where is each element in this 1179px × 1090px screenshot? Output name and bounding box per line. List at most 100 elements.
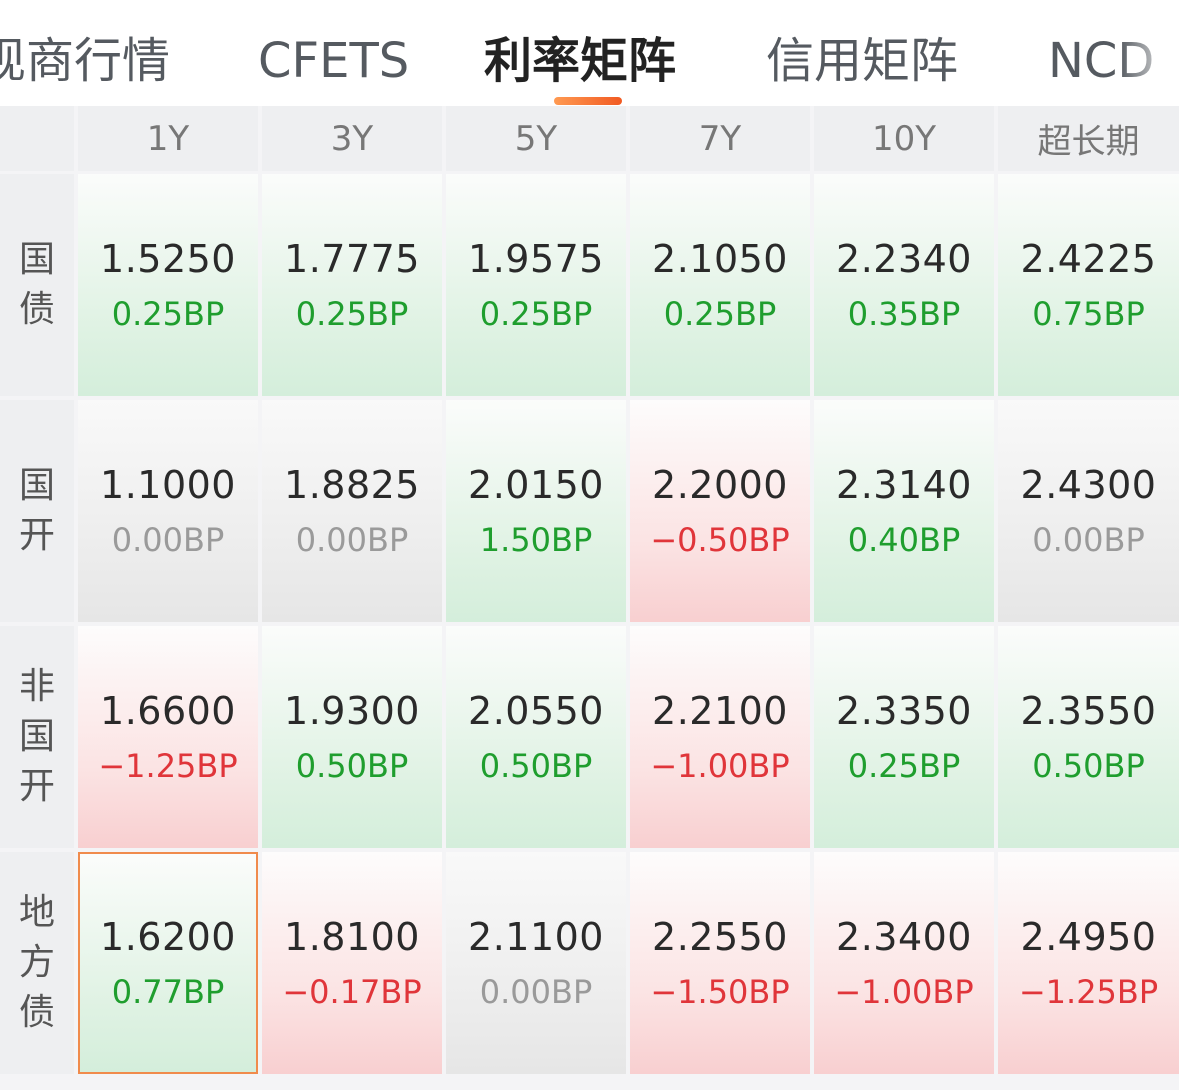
rate-change: −1.00BP [834, 973, 974, 1011]
rate-change: −1.25BP [98, 747, 238, 785]
row-header-1: 国开 [0, 400, 74, 622]
row-header-char: 非 [18, 666, 55, 707]
column-header-1: 3Y [262, 106, 442, 171]
rate-cell[interactable]: 2.2550 −1.50BP [630, 852, 810, 1074]
rate-value: 2.0150 [468, 463, 604, 507]
tab-rate-matrix[interactable]: 利率矩阵 [484, 33, 677, 89]
rate-value: 1.8825 [284, 463, 420, 507]
row-header-char: 国 [18, 465, 55, 506]
row-header-char: 债 [18, 289, 55, 330]
rate-value: 1.7775 [284, 237, 420, 281]
rate-value: 1.1000 [100, 463, 236, 507]
rate-value: 2.4950 [1020, 915, 1157, 959]
tab-credit-matrix[interactable]: 信用矩阵 [766, 33, 959, 89]
rate-cell[interactable]: 1.1000 0.00BP [78, 400, 258, 622]
column-header-2: 5Y [446, 106, 626, 171]
rate-matrix: 1Y 3Y 5Y 7Y 10Y 超长期国债 1.5250 0.25BP 1.7775 0.25BP… [0, 106, 1179, 1084]
rate-change: 0.25BP [847, 747, 961, 785]
row-header-char: 国 [18, 239, 55, 280]
column-header-4: 10Y [814, 106, 994, 171]
rate-change: 0.00BP [479, 973, 593, 1011]
rate-cell[interactable]: 1.5250 0.25BP [78, 174, 258, 396]
rate-cell[interactable]: 2.2340 0.35BP [814, 174, 994, 396]
rate-cell[interactable]: 2.3350 0.25BP [814, 626, 994, 848]
rate-change: 0.25BP [479, 295, 593, 333]
rate-cell[interactable]: 1.7775 0.25BP [262, 174, 442, 396]
rate-change: 1.50BP [479, 521, 593, 559]
rate-cell[interactable]: 2.4225 0.75BP [998, 174, 1179, 396]
rate-cell[interactable]: 2.1050 0.25BP [630, 174, 810, 396]
rate-change: 0.00BP [295, 521, 409, 559]
column-header-0: 1Y [78, 106, 258, 171]
tab-spot-quotes[interactable]: 现商行情 [0, 33, 171, 89]
rate-change: 0.50BP [295, 747, 409, 785]
rate-cell[interactable]: 1.9300 0.50BP [262, 626, 442, 848]
row-header-char: 方 [18, 942, 55, 983]
rate-change: −0.50BP [650, 521, 790, 559]
rate-cell[interactable]: 2.4300 0.00BP [998, 400, 1179, 622]
rate-change: 0.50BP [479, 747, 593, 785]
row-header-char: 债 [18, 992, 55, 1033]
rate-change: 0.35BP [847, 295, 961, 333]
rate-change: −0.17BP [282, 973, 422, 1011]
matrix-corner [0, 106, 74, 171]
row-header-2: 非国开 [0, 626, 74, 848]
rate-cell[interactable]: 2.4950 −1.25BP [998, 852, 1179, 1074]
column-header-5: 超长期 [998, 106, 1179, 171]
rate-value: 2.3140 [836, 463, 972, 507]
rate-cell[interactable]: 2.0150 1.50BP [446, 400, 626, 622]
rate-value: 1.6600 [100, 689, 236, 733]
row-header-char: 地 [18, 892, 55, 933]
rate-value: 1.9575 [468, 237, 604, 281]
rate-value: 2.2100 [652, 689, 788, 733]
rate-change: 0.25BP [111, 295, 225, 333]
row-header-char: 开 [18, 515, 55, 556]
rate-cell[interactable]: 2.3140 0.40BP [814, 400, 994, 622]
rate-cell[interactable]: 2.0550 0.50BP [446, 626, 626, 848]
rate-change: 0.50BP [1032, 747, 1145, 785]
rate-value: 2.0550 [468, 689, 604, 733]
active-tab-indicator [554, 97, 622, 105]
rate-value: 2.4225 [1020, 237, 1157, 281]
rate-cell[interactable]: 1.8825 0.00BP [262, 400, 442, 622]
rate-change: 0.00BP [111, 521, 225, 559]
rate-cell[interactable]: 2.2100 −1.00BP [630, 626, 810, 848]
rate-cell[interactable]: 1.8100 −0.17BP [262, 852, 442, 1074]
row-header-0: 国债 [0, 174, 74, 396]
rate-change: 0.25BP [295, 295, 409, 333]
rate-value: 1.9300 [284, 689, 420, 733]
tab-bar: 现商行情 CFETS 利率矩阵 信用矩阵 NCD [0, 0, 1179, 106]
rate-change: −1.00BP [650, 747, 790, 785]
rate-value: 1.8100 [284, 915, 420, 959]
column-header-3: 7Y [630, 106, 810, 171]
rate-cell[interactable]: 2.3550 0.50BP [998, 626, 1179, 848]
rate-change: −1.50BP [650, 973, 790, 1011]
rate-value: 2.3350 [836, 689, 972, 733]
rate-value: 2.3400 [836, 915, 972, 959]
rate-change: 0.75BP [1032, 295, 1145, 333]
rate-value: 2.2340 [836, 237, 972, 281]
tab-cfets[interactable]: CFETS [258, 33, 410, 89]
row-header-3: 地方债 [0, 852, 74, 1074]
rate-change: 0.25BP [663, 295, 777, 333]
rate-change: −1.25BP [1018, 973, 1159, 1011]
rate-change: 0.40BP [847, 521, 961, 559]
rate-cell[interactable]: 2.3400 −1.00BP [814, 852, 994, 1074]
rate-cell[interactable]: 1.9575 0.25BP [446, 174, 626, 396]
row-header-char: 国 [18, 716, 55, 757]
rate-value: 1.6200 [100, 915, 236, 959]
rate-value: 2.1100 [468, 915, 604, 959]
tab-scroll-fade [1119, 0, 1179, 106]
rate-value: 2.1050 [652, 237, 788, 281]
rate-value: 2.3550 [1020, 689, 1157, 733]
rate-cell[interactable]: 2.2000 −0.50BP [630, 400, 810, 622]
rate-change: 0.77BP [111, 973, 225, 1011]
rate-cell[interactable]: 1.6600 −1.25BP [78, 626, 258, 848]
rate-change: 0.00BP [1032, 521, 1145, 559]
rate-value: 2.2000 [652, 463, 788, 507]
rate-value: 2.4300 [1020, 463, 1157, 507]
row-header-char: 开 [18, 766, 55, 807]
rate-cell[interactable]: 2.1100 0.00BP [446, 852, 626, 1074]
rate-cell[interactable]: 1.6200 0.77BP [78, 852, 258, 1074]
rate-value: 2.2550 [652, 915, 788, 959]
